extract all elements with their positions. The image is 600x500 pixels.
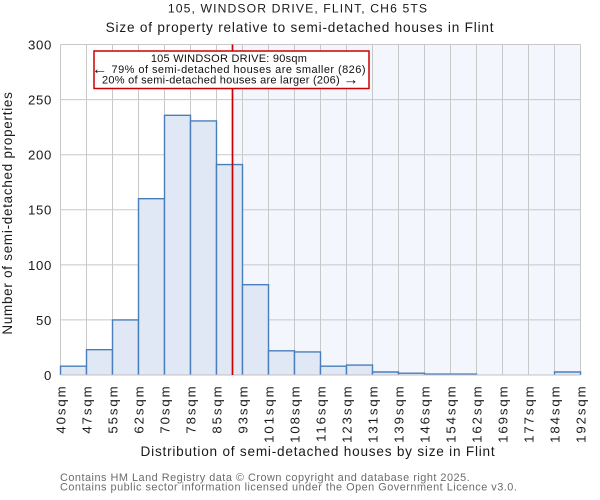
svg-text:70sqm: 70sqm (157, 385, 172, 434)
svg-text:78sqm: 78sqm (183, 385, 198, 434)
svg-text:146sqm: 146sqm (417, 385, 432, 443)
svg-text:0: 0 (44, 368, 52, 383)
svg-text:169sqm: 169sqm (495, 385, 510, 443)
svg-text:154sqm: 154sqm (443, 385, 458, 443)
svg-text:Size of property relative to s: Size of property relative to semi-detach… (106, 20, 495, 35)
svg-text:20% of semi-detached houses ar: 20% of semi-detached houses are larger (… (102, 72, 359, 89)
svg-text:250: 250 (28, 93, 52, 108)
svg-text:184sqm: 184sqm (547, 385, 562, 443)
svg-text:← 79% of semi-detached houses: ← 79% of semi-detached houses are smalle… (92, 61, 366, 78)
svg-text:105 WINDSOR DRIVE: 90sqm: 105 WINDSOR DRIVE: 90sqm (151, 53, 307, 65)
svg-text:101sqm: 101sqm (261, 385, 276, 443)
svg-text:47sqm: 47sqm (79, 385, 94, 434)
svg-text:93sqm: 93sqm (235, 385, 250, 434)
svg-text:150: 150 (28, 203, 52, 218)
svg-text:62sqm: 62sqm (131, 385, 146, 434)
svg-text:108sqm: 108sqm (287, 385, 302, 443)
svg-text:123sqm: 123sqm (339, 385, 354, 443)
svg-text:300: 300 (28, 37, 52, 52)
svg-text:192sqm: 192sqm (573, 385, 588, 443)
svg-text:Contains public sector informa: Contains public sector information licen… (60, 482, 517, 494)
svg-text:100: 100 (28, 258, 52, 273)
svg-text:131sqm: 131sqm (365, 385, 380, 443)
svg-text:Number of semi-detached proper: Number of semi-detached properties (0, 91, 15, 334)
svg-text:55sqm: 55sqm (105, 385, 120, 434)
svg-text:116sqm: 116sqm (313, 385, 328, 442)
svg-text:Contains HM Land Registry data: Contains HM Land Registry data © Crown c… (60, 472, 470, 484)
svg-text:139sqm: 139sqm (391, 385, 406, 443)
svg-text:85sqm: 85sqm (209, 385, 224, 434)
svg-text:177sqm: 177sqm (521, 385, 536, 443)
svg-text:50: 50 (36, 313, 52, 328)
svg-text:162sqm: 162sqm (469, 385, 484, 443)
svg-text:200: 200 (28, 148, 52, 163)
svg-text:105, WINDSOR DRIVE, FLINT, CH6: 105, WINDSOR DRIVE, FLINT, CH6 5TS (168, 1, 428, 15)
svg-text:40sqm: 40sqm (53, 385, 68, 434)
svg-text:Distribution of semi-detached: Distribution of semi-detached houses by … (141, 444, 496, 459)
